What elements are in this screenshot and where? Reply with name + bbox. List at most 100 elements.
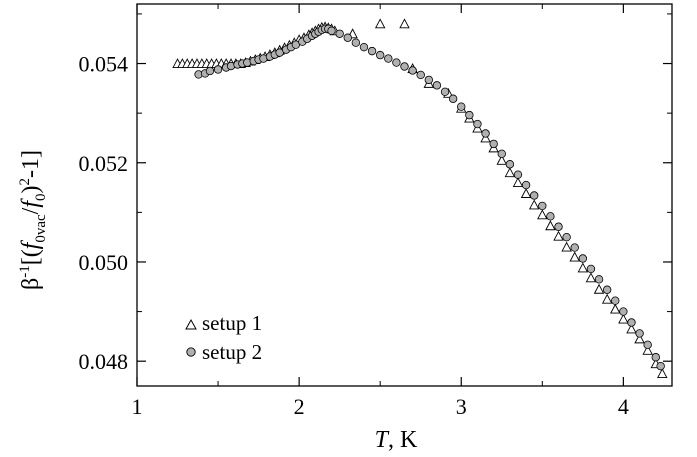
setup-2-point — [611, 296, 620, 305]
setup-1-point — [569, 251, 580, 262]
setup-1-point — [642, 344, 653, 355]
y-tick-label: 0.052 — [79, 151, 129, 176]
setup-1-point — [512, 177, 524, 188]
axes-frame — [136, 3, 673, 387]
setup-2-point — [651, 353, 660, 362]
setup-2-point — [367, 46, 377, 56]
setup-1-point — [528, 199, 540, 210]
setup-2-point — [213, 65, 223, 74]
setup-1-point — [374, 18, 386, 29]
y-axis-title-f2: f — [18, 198, 44, 208]
setup-2-point — [448, 94, 458, 103]
setup-2-point — [351, 38, 361, 47]
setup-1-point — [545, 220, 556, 231]
legend-label-setup-1: setup 1 — [202, 311, 262, 335]
setup-2-point — [327, 26, 336, 35]
y-axis-title-slash: / — [18, 207, 44, 214]
setup-1-point — [657, 368, 668, 379]
setup-2-point — [416, 70, 425, 80]
y-axis-title-bracket: [( — [18, 249, 44, 265]
setup-2-point — [424, 75, 434, 85]
y-axis-ticks: 0.048 0.050 0.052 0.054 — [79, 13, 672, 374]
setup-1-point — [496, 154, 508, 165]
setup-2-point — [440, 87, 450, 97]
setup-2-point — [627, 318, 636, 327]
y-axis-title-f: f — [18, 239, 44, 249]
setup-2-point — [457, 102, 466, 111]
setup-1-point — [520, 188, 532, 198]
setup-1-point — [399, 18, 410, 29]
setup-2-point — [586, 264, 596, 274]
setup-2-point — [602, 285, 612, 294]
setup-2-point — [465, 110, 474, 120]
setup-1-point — [553, 230, 564, 241]
setup-2-point — [481, 129, 490, 138]
setup-2-point — [521, 180, 531, 190]
setup-2-point — [635, 329, 644, 338]
setup-2-point — [578, 254, 588, 263]
setup-2-point — [513, 170, 523, 179]
legend-triangle-marker — [185, 318, 197, 330]
setup-2-point — [205, 66, 215, 76]
setup-1-point — [626, 323, 637, 334]
x-tick-label: 2 — [294, 394, 305, 419]
y-axis-title-exponent: -1 — [17, 265, 33, 278]
setup-2-point — [529, 191, 539, 200]
setup-1-point — [593, 283, 605, 294]
legend: setup 1 setup 2 — [185, 311, 262, 364]
setup-2-point — [554, 222, 563, 231]
x-tick-label: 3 — [456, 394, 467, 419]
y-axis-title: β-1[(f0vac/f0)2-1] — [17, 150, 49, 290]
setup-1-point — [601, 293, 613, 304]
setup-2-point — [643, 340, 652, 350]
x-axis-title: T, K — [375, 427, 418, 453]
y-tick-label: 0.050 — [79, 250, 129, 275]
setup-2-point — [343, 33, 352, 42]
y-axis-title-tail: -1] — [18, 150, 44, 178]
x-tick-label: 1 — [132, 394, 143, 419]
setup-2-point — [546, 212, 555, 221]
x-axis-ticks: 1 2 3 4 — [132, 4, 629, 419]
setup-1-point — [537, 209, 548, 220]
setup-2-point — [392, 58, 401, 67]
setup-2-point — [538, 201, 547, 211]
legend-circle-marker — [186, 347, 196, 357]
setup-2-point — [594, 275, 604, 284]
plot-frame — [136, 3, 673, 387]
setup-1-point — [634, 333, 645, 344]
setup-1-point — [577, 262, 589, 273]
setup-2-point — [384, 54, 393, 63]
setup-1-point — [610, 303, 621, 314]
y-tick-label: 0.054 — [79, 52, 129, 77]
setup-2-point — [432, 81, 442, 90]
y-axis-title-sub-0: 0 — [33, 193, 49, 201]
setup-2-point — [335, 29, 344, 38]
setup-1-point — [504, 167, 516, 178]
y-axis-title-beta: β — [18, 278, 44, 290]
setup-2-point — [497, 149, 506, 159]
x-tick-label: 4 — [618, 394, 629, 419]
setup-2-point — [619, 307, 628, 316]
setup-2-point — [562, 232, 571, 242]
setup-2-point — [359, 42, 369, 52]
setup-1-point — [618, 313, 629, 324]
setup-1-point — [585, 272, 597, 283]
setup-2-point — [375, 50, 385, 60]
setup-2-point — [489, 139, 498, 149]
x-axis-title-variable: T — [375, 427, 390, 453]
y-axis-title-power: 2 — [17, 178, 33, 186]
y-tick-label: 0.048 — [79, 349, 129, 374]
setup-2-point — [505, 160, 515, 169]
y-axis-title-sub-0vac: 0vac — [33, 214, 49, 243]
setup-2-point — [570, 243, 579, 252]
legend-label-setup-2: setup 2 — [202, 340, 262, 364]
setup-1-point — [561, 241, 572, 252]
setup-2-point — [656, 361, 665, 371]
x-axis-title-unit: , K — [388, 427, 418, 453]
data-points — [172, 18, 668, 379]
setup-2-point — [400, 62, 409, 71]
setup-2-point — [408, 66, 417, 75]
setup-2-point — [473, 119, 482, 129]
setup-1-point — [480, 132, 491, 143]
